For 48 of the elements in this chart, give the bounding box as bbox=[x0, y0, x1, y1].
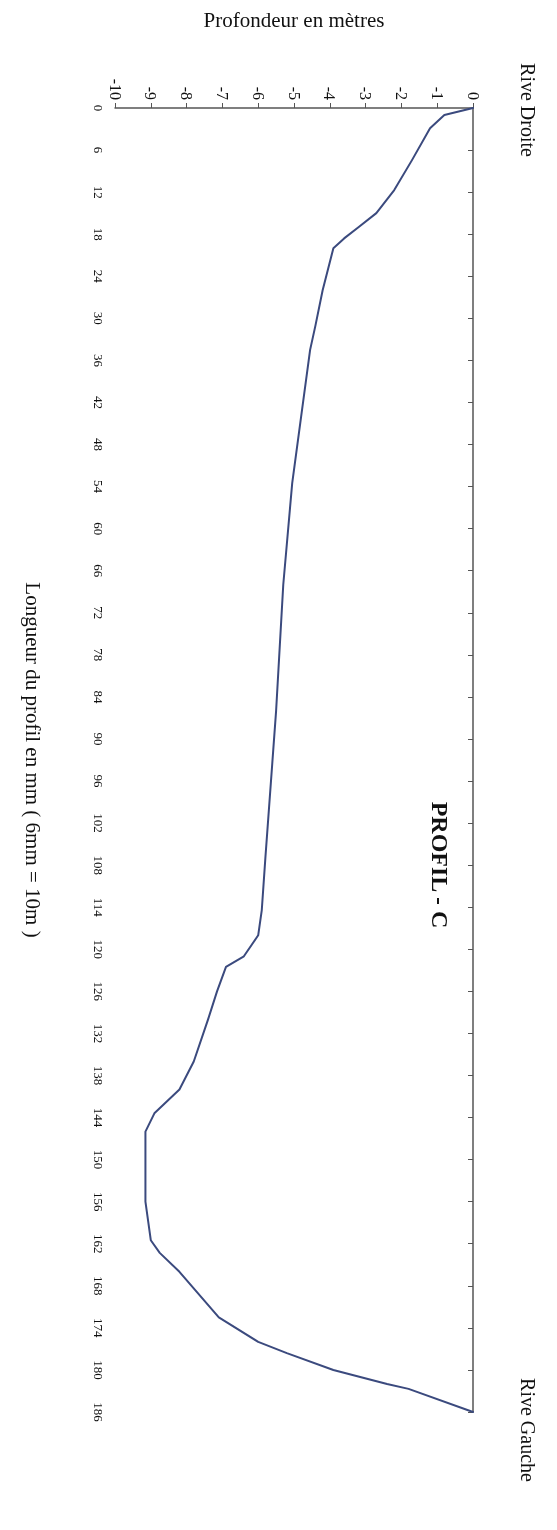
y-tick-label: 30 bbox=[91, 311, 106, 325]
y-tick-label: 24 bbox=[91, 269, 106, 284]
y-tick-label: 72 bbox=[91, 606, 106, 620]
y-tick-label: 48 bbox=[91, 438, 106, 452]
y-tick-label: 54 bbox=[91, 480, 106, 494]
y-tick-label: 156 bbox=[91, 1191, 106, 1212]
y-tick-label: 114 bbox=[91, 897, 106, 918]
y-tick-label: 132 bbox=[91, 1023, 106, 1044]
x-tick-label: -3 bbox=[357, 86, 375, 100]
x-tick-label: -6 bbox=[249, 86, 267, 100]
y-tick-label: 78 bbox=[91, 648, 106, 662]
y-tick-label: 126 bbox=[91, 981, 106, 1002]
x-tick-label: -10 bbox=[106, 78, 124, 100]
y-tick-label: 120 bbox=[91, 939, 106, 960]
y-tick-label: 42 bbox=[91, 395, 106, 409]
x-tick-label: -7 bbox=[213, 86, 231, 100]
x-tick-label: -9 bbox=[142, 86, 160, 100]
y-tick-label: 66 bbox=[91, 564, 106, 578]
y-tick-label: 12 bbox=[91, 185, 106, 199]
y-tick-label: 6 bbox=[91, 146, 106, 154]
y-tick-label: 96 bbox=[91, 774, 106, 789]
x-tick-label: -4 bbox=[321, 86, 339, 100]
y-tick-label: 84 bbox=[91, 690, 106, 704]
x-axis-title: Profondeur en mètres bbox=[203, 7, 385, 32]
y-tick-label: 138 bbox=[91, 1065, 106, 1086]
x-tick-label: -5 bbox=[285, 86, 303, 100]
y-axis-title: Longueur du profil en mm ( 6mm = 10m ) bbox=[20, 582, 45, 938]
y-tick-label: 162 bbox=[91, 1233, 106, 1254]
text: Rive Droite bbox=[517, 63, 539, 158]
y-tick-label: 108 bbox=[91, 855, 106, 875]
x-tick-label: -2 bbox=[392, 86, 410, 100]
x-tick-label: -8 bbox=[178, 86, 196, 100]
text: Rive Gauche bbox=[517, 1378, 539, 1483]
y-tick-label: 186 bbox=[91, 1402, 106, 1423]
y-tick-label: 180 bbox=[91, 1360, 106, 1380]
y-tick-label: 90 bbox=[91, 732, 106, 746]
y-tick-label: 60 bbox=[91, 522, 106, 536]
y-tick-label: 36 bbox=[91, 353, 106, 368]
x-tick-label: -1 bbox=[428, 86, 446, 100]
y-tick-label: 102 bbox=[91, 813, 106, 833]
y-tick-label: 0 bbox=[91, 104, 106, 112]
y-tick-label: 144 bbox=[91, 1107, 106, 1128]
x-tick-label: 0 bbox=[464, 92, 482, 100]
y-tick-label: 168 bbox=[91, 1276, 106, 1296]
text: PROFIL - C bbox=[427, 801, 453, 929]
y-tick-label: 174 bbox=[91, 1318, 106, 1339]
y-tick-label: 18 bbox=[91, 227, 106, 241]
y-tick-label: 150 bbox=[91, 1149, 106, 1170]
